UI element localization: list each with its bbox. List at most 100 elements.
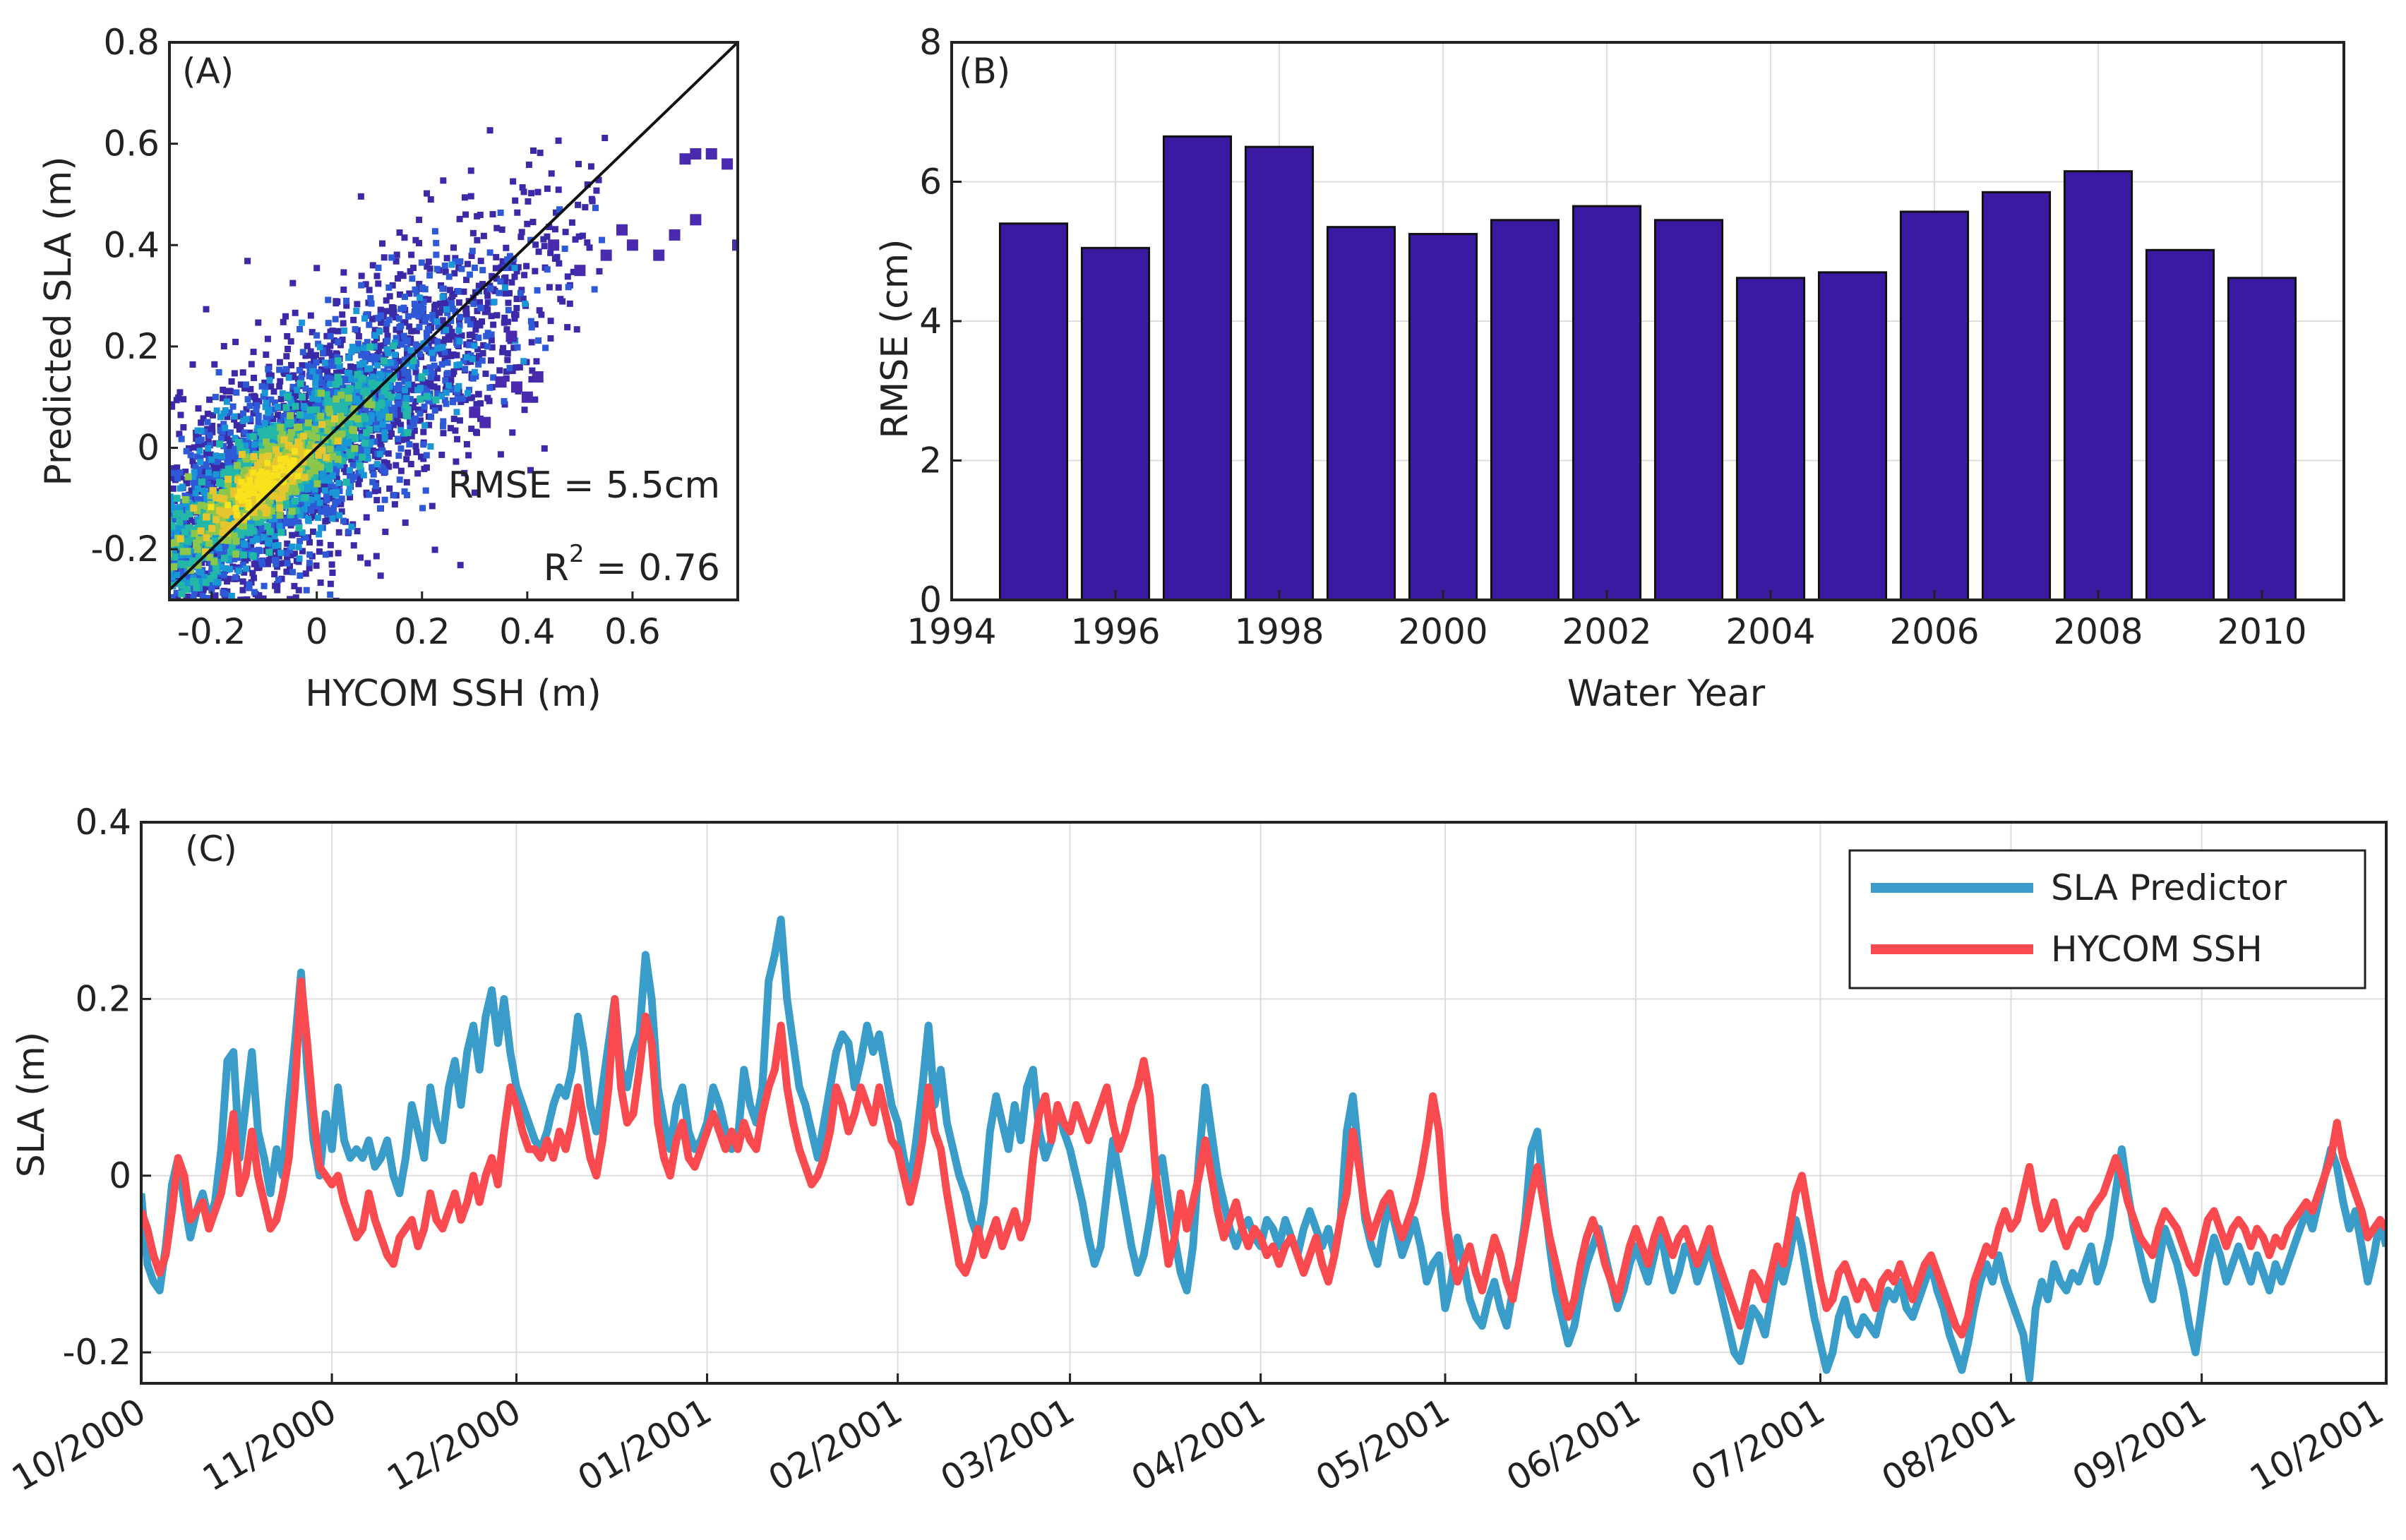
panel-label-b: (B) xyxy=(959,51,1010,92)
x-tick-label: 0.6 xyxy=(604,611,661,652)
legend-box xyxy=(1848,849,2366,989)
line-panel-c: 10/2000 11/2000 12/2000 01/2001 02/2001 03/20… xyxy=(5,802,2390,1499)
series-line-sla-predictor xyxy=(141,915,2386,1383)
y-ticks: 0 2 4 6 8 xyxy=(919,22,962,620)
x-tick-label: 2000 xyxy=(1398,611,1488,652)
x-tick-label: 0 xyxy=(306,611,328,652)
outlier-point xyxy=(705,148,717,160)
grid-lines xyxy=(951,42,2344,601)
bars xyxy=(998,135,2297,601)
x-tick-label: 12/2000 xyxy=(381,1390,528,1499)
density-cloud xyxy=(169,127,609,600)
outlier-point xyxy=(732,239,738,251)
panel-label-a: (A) xyxy=(182,51,234,92)
x-tick-label: 04/2001 xyxy=(1125,1390,1272,1499)
outlier-point xyxy=(626,239,638,251)
outlier-point xyxy=(616,224,628,236)
bar-1997 xyxy=(1162,135,1233,601)
x-tick-label: 1996 xyxy=(1070,611,1160,652)
outlier-point xyxy=(521,391,533,403)
x-tick-label: 03/2001 xyxy=(934,1390,1082,1499)
x-tick-label: 07/2001 xyxy=(1684,1390,1832,1499)
x-tick-label: -0.2 xyxy=(177,611,246,652)
y-tick-label: 4 xyxy=(919,301,942,342)
legend: SLA Predictor HYCOM SSH xyxy=(1848,849,2366,989)
y-ticks: -0.2 0 0.2 0.4 0.6 0.8 xyxy=(90,22,178,570)
y-axis-label-a: Predicted SLA (m) xyxy=(37,156,80,486)
x-tick-label: 11/2000 xyxy=(196,1390,343,1499)
axes-frame xyxy=(168,41,739,601)
x-ticks: 10/2000 11/2000 12/2000 01/2001 02/2001 03/20… xyxy=(5,1373,2390,1499)
bar-2004 xyxy=(1735,277,1806,601)
y-tick-label: 2 xyxy=(919,440,942,481)
r2-exponent: 2 xyxy=(569,540,585,568)
outlier-point xyxy=(574,265,586,277)
rmse-annotation: RMSE = 5.5cm xyxy=(448,464,720,507)
legend-label-sla-predictor: SLA Predictor xyxy=(2051,867,2287,908)
bar-2003 xyxy=(1653,219,1724,601)
y-axis-label-b: RMSE (cm) xyxy=(874,239,916,438)
panel-label-c: (C) xyxy=(185,829,237,870)
x-tick-label: 2002 xyxy=(1562,611,1651,652)
bar-1999 xyxy=(1326,226,1396,601)
y-tick-label: -0.2 xyxy=(62,1332,131,1373)
y-tick-label: 0.8 xyxy=(103,22,160,63)
x-axis-label-b: Water Year xyxy=(1567,673,1766,715)
x-tick-label: 09/2001 xyxy=(2066,1390,2213,1499)
bar-1998 xyxy=(1244,145,1315,601)
outlier-point xyxy=(690,214,702,226)
outlier-point xyxy=(600,249,612,261)
x-tick-label: 0.2 xyxy=(394,611,450,652)
x-tick-label: 1994 xyxy=(906,611,996,652)
outlier-point xyxy=(479,416,491,428)
bar-2001 xyxy=(1490,219,1560,601)
outlier-point xyxy=(495,376,507,388)
outlier-point xyxy=(653,249,665,261)
x-tick-label: 2008 xyxy=(2053,611,2143,652)
x-tick-label: 2006 xyxy=(1889,611,1979,652)
bar-2009 xyxy=(2145,248,2215,601)
y-tick-label: 0.4 xyxy=(103,224,160,265)
bar-1996 xyxy=(1080,246,1151,601)
y-tick-label: 0.6 xyxy=(103,124,160,164)
outlier-point xyxy=(510,381,522,393)
x-tick-label: 08/2001 xyxy=(1875,1390,2023,1499)
x-tick-label: 2004 xyxy=(1725,611,1815,652)
r2-suffix: = 0.76 xyxy=(585,547,720,589)
x-tick-label: 06/2001 xyxy=(1500,1390,1647,1499)
x-tick-label: 02/2001 xyxy=(762,1390,909,1499)
bar-2002 xyxy=(1572,205,1642,601)
legend-label-hycom-ssh: HYCOM SSH xyxy=(2051,929,2263,970)
bar-2010 xyxy=(2227,277,2297,601)
y-tick-label: 6 xyxy=(919,162,942,203)
series-line-hycom-ssh xyxy=(141,977,2386,1339)
bar-2008 xyxy=(2063,170,2133,601)
x-tick-label: 1998 xyxy=(1234,611,1324,652)
axes-frame xyxy=(140,821,2388,1385)
y-tick-label: 8 xyxy=(919,22,942,63)
bar-panel-b: 1994 1996 1998 2000 2002 2004 2006 2008 2010 0 2 4… xyxy=(874,22,2345,715)
y-tick-label: 0.4 xyxy=(75,802,131,843)
outlier-point xyxy=(669,229,681,241)
bar-2005 xyxy=(1817,271,1888,601)
bar-2000 xyxy=(1408,233,1478,601)
x-tick-label: 0.4 xyxy=(499,611,556,652)
x-ticks: 1994 1996 1998 2000 2002 2004 2006 2008 2010 xyxy=(906,590,2307,652)
outlier-point xyxy=(532,371,544,383)
outlier-points xyxy=(469,148,738,428)
outlier-point xyxy=(690,148,702,160)
r2-prefix: R xyxy=(544,547,569,589)
y-axis-label-c: SLA (m) xyxy=(11,1032,53,1178)
outlier-point xyxy=(548,239,560,251)
y-tick-label: 0 xyxy=(919,579,942,620)
x-tick-label: 10/2001 xyxy=(2243,1390,2390,1499)
bar-1995 xyxy=(998,222,1069,601)
bar-2007 xyxy=(1981,191,2052,601)
y-tick-label: 0 xyxy=(109,1155,131,1196)
x-axis-label-a: HYCOM SSH (m) xyxy=(305,673,602,715)
x-tick-label: 10/2000 xyxy=(5,1390,152,1499)
x-ticks: -0.2 0 0.2 0.4 0.6 xyxy=(177,591,661,652)
x-tick-label: 05/2001 xyxy=(1309,1390,1456,1499)
outlier-point xyxy=(505,330,517,342)
